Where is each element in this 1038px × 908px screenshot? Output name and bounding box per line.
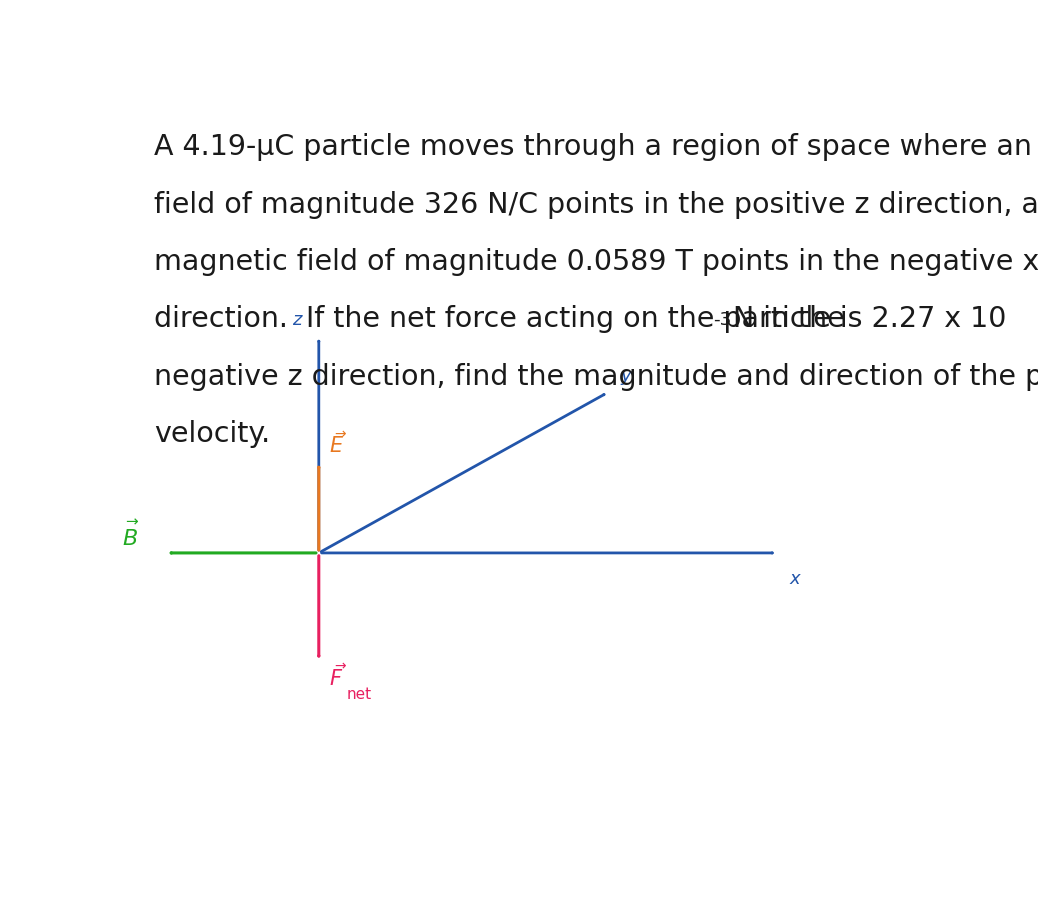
Text: N in the: N in the bbox=[725, 305, 845, 333]
Text: y: y bbox=[621, 367, 631, 385]
Text: velocity.: velocity. bbox=[154, 420, 270, 448]
Text: A 4.19-μC particle moves through a region of space where an electric: A 4.19-μC particle moves through a regio… bbox=[154, 133, 1038, 162]
Text: x: x bbox=[789, 570, 800, 588]
Text: -3: -3 bbox=[713, 311, 732, 329]
Text: →: → bbox=[334, 660, 346, 674]
Text: negative z direction, find the magnitude and direction of the particle’s: negative z direction, find the magnitude… bbox=[154, 363, 1038, 390]
Text: →: → bbox=[125, 515, 138, 530]
Text: B: B bbox=[122, 529, 137, 549]
Text: E: E bbox=[329, 437, 343, 457]
Text: F: F bbox=[329, 669, 342, 689]
Text: direction.  If the net force acting on the particle is 2.27 x 10: direction. If the net force acting on th… bbox=[154, 305, 1006, 333]
Text: net: net bbox=[347, 686, 372, 702]
Text: magnetic field of magnitude 0.0589 T points in the negative x: magnetic field of magnitude 0.0589 T poi… bbox=[154, 248, 1038, 276]
Text: →: → bbox=[334, 427, 346, 441]
Text: field of magnitude 326 N/C points in the positive z direction, and a: field of magnitude 326 N/C points in the… bbox=[154, 191, 1038, 219]
Text: z: z bbox=[292, 311, 301, 330]
